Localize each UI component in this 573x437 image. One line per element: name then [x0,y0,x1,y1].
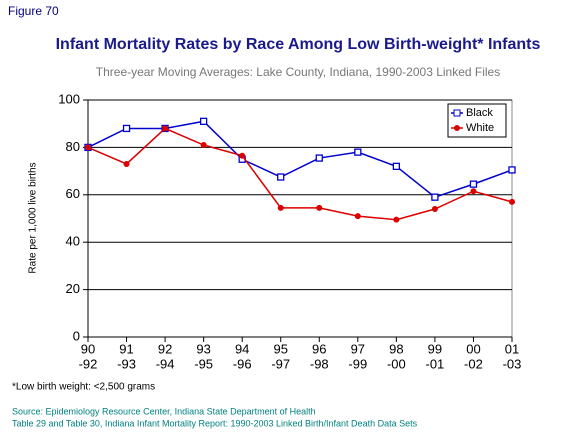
point-marker [392,162,401,171]
point-marker [277,204,284,211]
footnote: *Low birth weight: <2,500 grams [12,382,155,393]
point-marker [316,204,323,211]
point-marker [162,125,169,132]
legend-label: Black [466,107,493,119]
y-tick-label: 40 [66,234,80,249]
x-tick-label: -94 [156,356,175,371]
x-tick-label: -96 [233,356,252,371]
plot-area [87,99,513,338]
y-tick-label: 20 [66,281,80,296]
x-tick-label: 94 [235,341,249,356]
point-marker [393,216,400,223]
x-tick-label: -98 [310,356,329,371]
point-marker [431,193,439,201]
x-tick-label: 93 [196,341,210,356]
figure-label: Figure 70 [8,4,59,18]
x-tick-label: 00 [466,341,480,356]
legend-label: White [466,122,494,134]
x-tick-label: 99 [428,341,442,356]
point-marker [469,180,478,188]
point-marker [315,154,323,162]
y-tick-label: 60 [66,186,80,201]
legend-marker [453,109,461,117]
point-marker [199,117,208,125]
x-tick-label: -00 [387,356,406,371]
chart-subtitle: Three-year Moving Averages: Lake County,… [96,65,500,79]
x-tick-label: 91 [119,341,133,356]
point-marker [509,198,515,205]
point-marker [122,124,131,133]
source-line: Table 29 and Table 30, Indiana Infant Mo… [12,418,418,428]
x-tick-label: -03 [503,356,522,371]
x-tick-label: -93 [117,356,136,371]
y-tick-label: 0 [73,328,80,343]
point-marker [123,160,130,167]
y-tick-label: 80 [66,139,80,154]
x-tick-label: 01 [505,341,519,356]
x-tick-label: -97 [271,356,290,371]
x-tick-label: 92 [158,341,172,356]
point-marker [277,173,285,181]
x-tick-label: -99 [348,356,367,371]
point-marker [354,148,362,156]
point-marker [431,206,438,213]
chart-title: Infant Mortality Rates by Race Among Low… [56,36,541,53]
x-tick-label: 90 [81,341,95,356]
legend-marker [454,125,460,131]
series-line [87,127,513,221]
x-tick-label: 97 [351,341,365,356]
point-marker [354,213,361,220]
source-line: Source: Epidemiology Resource Center, In… [12,406,316,416]
x-tick-label: 95 [273,341,287,356]
x-tick-label: 98 [389,341,403,356]
point-marker [508,166,516,174]
x-tick-label: -02 [464,356,483,371]
x-tick-label: 96 [312,341,326,356]
x-tick-label: -95 [194,356,213,371]
x-tick-label: -01 [426,356,445,371]
point-marker [200,142,207,149]
point-marker [470,188,477,195]
series-line [87,120,513,199]
y-tick-label: 100 [58,91,80,106]
point-marker [85,144,91,151]
x-tick-label: -92 [79,356,98,371]
point-marker [239,152,246,159]
y-axis-label: Rate per 1,000 live births [28,162,39,273]
